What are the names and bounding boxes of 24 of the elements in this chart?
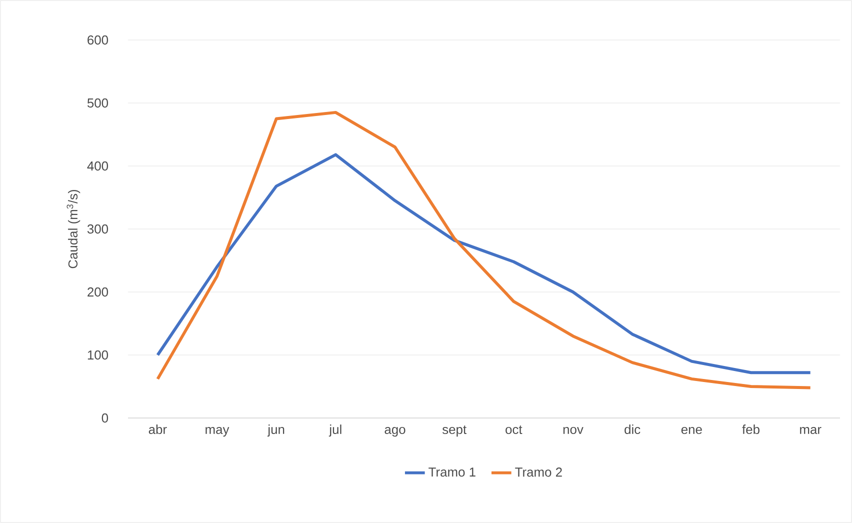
x-tick-label: dic — [624, 424, 640, 434]
x-tick-label: oct — [506, 426, 522, 434]
y-axis-title: Caudal (m$^{3}$/s) — [66, 190, 80, 268]
x-tick-label: jun — [267, 424, 284, 437]
y-tick-label: 100 — [88, 350, 108, 360]
x-tick-label: sept — [442, 426, 466, 437]
y-tick-label: 400 — [87, 161, 108, 171]
line-series — [156, 153, 812, 374]
x-tick-label: nov — [563, 426, 584, 434]
x-tick-label: ene — [681, 426, 702, 434]
x-tick-label: feb — [742, 424, 760, 434]
y-tick-label: 500 — [87, 98, 108, 108]
x-tick-label: ago — [384, 426, 406, 437]
x-tick-label: jul — [328, 424, 342, 437]
legend-label: Tramo 2 — [515, 468, 562, 477]
line-series — [156, 110, 812, 390]
y-tick-label: 600 — [88, 35, 108, 45]
x-tick-label: mar — [800, 426, 822, 434]
y-tick-label: 300 — [87, 224, 108, 234]
legend-label: Tramo 1 — [428, 468, 476, 477]
x-tick-label: abr — [148, 424, 167, 434]
x-tick-label: may — [206, 426, 230, 437]
y-tick-label: 200 — [88, 287, 108, 297]
y-tick-label: 0 — [102, 413, 108, 423]
